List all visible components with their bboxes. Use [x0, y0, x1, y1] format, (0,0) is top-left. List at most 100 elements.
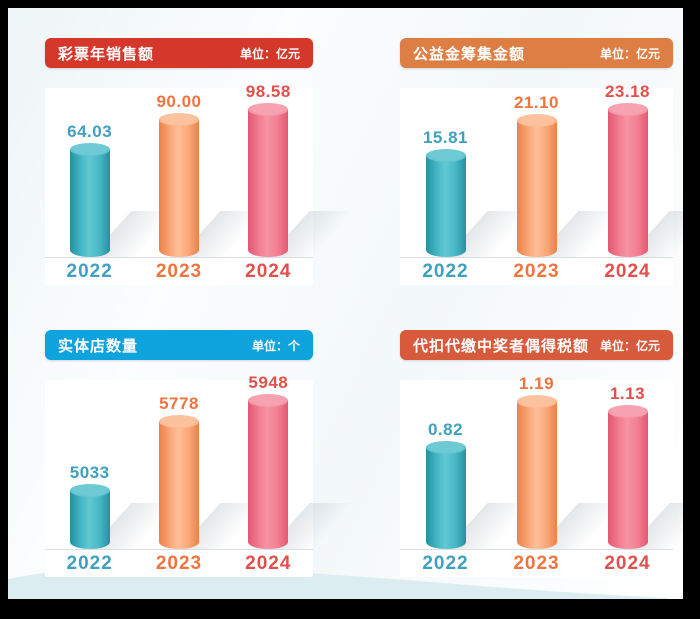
chart-card-withheld-tax: 代扣代缴中奖者偶得税额 单位：亿元 0.82 1.19 1.13 2022 2023 2… — [400, 330, 683, 577]
bar-top-cap — [158, 113, 199, 126]
chart-plot-panel: 15.81 21.10 23.18 2022 2023 2024 — [400, 82, 683, 285]
bar-body — [607, 411, 648, 549]
bar-cylinder — [607, 103, 683, 257]
chart-header: 公益金筹集金额 单位：亿元 — [400, 38, 673, 68]
bar-group-2024: 5948 — [224, 373, 372, 549]
chart-title: 实体店数量 — [58, 337, 139, 355]
bar-cylinder — [425, 149, 549, 257]
chart-plot-panel: 64.03 90.00 98.58 2022 2023 2024 — [45, 82, 372, 285]
infographic-canvas: 彩票年销售额 单位：亿元 64.03 90.00 98.58 2022 2023 202… — [8, 8, 683, 599]
value-label: 5948 — [248, 373, 289, 392]
value-label: 5778 — [159, 394, 199, 413]
bar-body — [516, 401, 557, 549]
year-label: 2022 — [422, 552, 469, 574]
value-label: 5033 — [69, 463, 110, 482]
value-label: 21.10 — [513, 93, 560, 112]
bar-cylinder — [158, 415, 283, 549]
year-label: 2023 — [513, 552, 560, 574]
bar-area: 5033 5778 5948 — [45, 373, 372, 550]
chart-card-annual-sales: 彩票年销售额 单位：亿元 64.03 90.00 98.58 2022 2023 202… — [45, 38, 372, 285]
chart-header: 代扣代缴中奖者偶得税额 单位：亿元 — [400, 330, 673, 360]
bar-top-cap — [607, 103, 648, 116]
bar-cylinder — [248, 394, 372, 549]
bar-cylinder — [69, 484, 194, 549]
chart-card-welfare-fund: 公益金筹集金额 单位：亿元 15.81 21.10 23.18 2022 2023 20… — [400, 38, 683, 285]
chart-card-store-count: 实体店数量 单位：个 5033 5778 5948 2022 2023 2024 — [45, 330, 372, 577]
chart-title: 彩票年销售额 — [58, 45, 155, 63]
bar-top-cap — [516, 395, 557, 408]
bar-cylinder — [69, 143, 194, 257]
year-label: 2024 — [604, 552, 651, 574]
year-label: 2023 — [155, 260, 203, 282]
bar-group-2022: 5033 — [45, 380, 194, 549]
year-label: 2022 — [66, 260, 113, 282]
bar-body — [158, 119, 199, 257]
chart-plot-panel: 0.82 1.19 1.13 2022 2023 2024 — [400, 374, 683, 577]
bar-area: 15.81 21.10 23.18 — [400, 82, 683, 258]
bar-group-2023: 90.00 — [134, 88, 283, 257]
bar-group-2023: 1.19 — [491, 374, 640, 549]
bar-top-cap — [69, 484, 110, 497]
chart-header: 实体店数量 单位：个 — [45, 330, 313, 360]
bar-body — [158, 421, 199, 549]
bar-group-2022: 64.03 — [45, 88, 194, 257]
bar-group-2024: 23.18 — [582, 82, 683, 257]
bar-cylinder — [425, 441, 549, 549]
bar-area: 64.03 90.00 98.58 — [45, 82, 372, 258]
bar-group-2023: 21.10 — [491, 88, 640, 257]
bar-cylinder — [516, 395, 640, 549]
value-label: 64.03 — [67, 122, 113, 141]
year-label: 2024 — [245, 552, 292, 574]
year-label: 2023 — [513, 260, 560, 282]
x-axis-labels: 2022 2023 2024 — [45, 550, 313, 577]
chart-unit-label: 单位：个 — [251, 338, 300, 353]
bar-body — [69, 490, 110, 549]
chart-unit-label: 单位：亿元 — [599, 46, 660, 61]
bar-cylinder — [248, 103, 372, 257]
bar-top-cap — [69, 143, 110, 156]
bar-body — [516, 120, 557, 257]
value-label: 0.82 — [427, 420, 464, 439]
bar-top-cap — [158, 415, 199, 428]
chart-plot-panel: 5033 5778 5948 2022 2023 2024 — [45, 373, 372, 577]
bar-body — [607, 109, 648, 257]
value-label: 23.18 — [604, 82, 651, 101]
bar-top-cap — [425, 149, 466, 162]
bar-top-cap — [425, 441, 466, 454]
bar-body — [425, 155, 466, 257]
chart-title: 公益金筹集金额 — [413, 45, 526, 63]
chart-header: 彩票年销售额 单位：亿元 — [45, 38, 313, 68]
bar-body — [248, 109, 289, 257]
value-label: 90.00 — [156, 92, 202, 111]
year-label: 2022 — [422, 260, 469, 282]
year-label: 2022 — [66, 552, 113, 574]
bar-top-cap — [248, 103, 289, 116]
bar-body — [425, 447, 466, 549]
bar-group-2022: 0.82 — [400, 380, 549, 549]
chart-unit-label: 单位：亿元 — [239, 46, 300, 61]
bar-group-2022: 15.81 — [400, 88, 549, 257]
chart-unit-label: 单位：亿元 — [599, 338, 660, 353]
year-label: 2023 — [155, 552, 203, 574]
x-axis-labels: 2022 2023 2024 — [400, 550, 673, 577]
value-label: 98.58 — [245, 82, 291, 101]
bar-group-2023: 5778 — [134, 380, 283, 549]
value-label: 1.19 — [518, 374, 555, 393]
bar-top-cap — [516, 114, 557, 127]
bar-group-2024: 98.58 — [224, 82, 372, 257]
bar-top-cap — [607, 405, 648, 418]
bar-area: 0.82 1.19 1.13 — [400, 374, 683, 550]
year-label: 2024 — [604, 260, 651, 282]
chart-title: 代扣代缴中奖者偶得税额 — [413, 337, 590, 355]
bar-group-2024: 1.13 — [582, 380, 683, 549]
x-axis-labels: 2022 2023 2024 — [400, 258, 673, 285]
value-label: 1.13 — [609, 384, 646, 403]
bar-cylinder — [516, 114, 640, 257]
year-label: 2024 — [245, 260, 292, 282]
bar-body — [248, 400, 289, 549]
bar-cylinder — [607, 405, 683, 549]
bar-top-cap — [248, 394, 289, 407]
value-label: 15.81 — [422, 128, 469, 147]
bar-body — [69, 149, 110, 257]
x-axis-labels: 2022 2023 2024 — [45, 258, 313, 285]
